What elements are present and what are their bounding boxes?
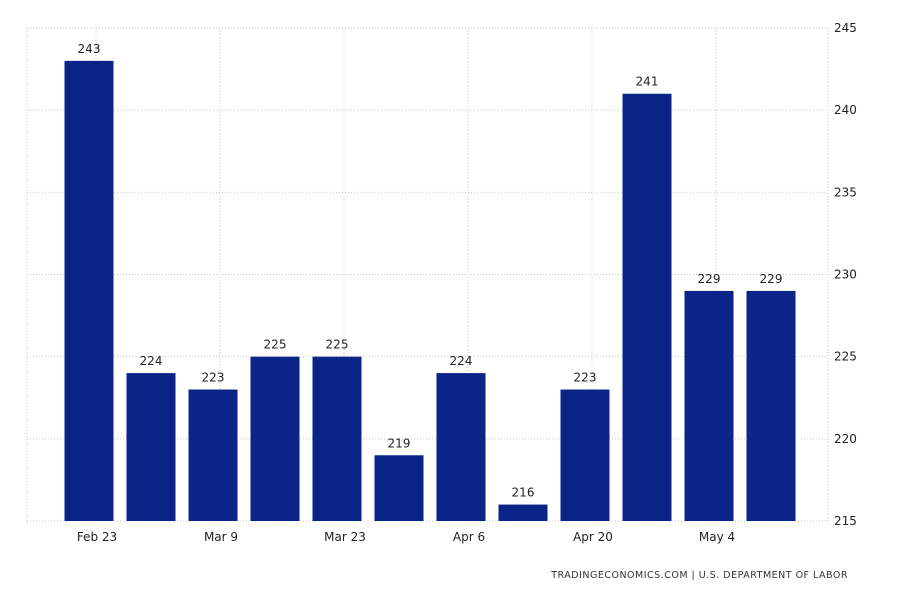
y-tick-label: 230: [834, 268, 857, 282]
data-label: 219: [388, 436, 411, 450]
bar: [622, 93, 672, 521]
bar: [64, 60, 114, 521]
data-label: 229: [760, 272, 783, 286]
source-credit: TRADINGECONOMICS.COM | U.S. DEPARTMENT O…: [551, 570, 848, 581]
data-label: 216: [512, 486, 535, 500]
y-tick-label: 245: [834, 21, 857, 35]
data-labels: 243 224 223 225 225 219 224 216 223 241 229 229: [78, 42, 783, 500]
bar: [684, 290, 734, 521]
data-label: 225: [264, 338, 287, 352]
x-tick-label: Feb 23: [77, 530, 117, 544]
y-tick-label: 225: [834, 350, 857, 364]
data-label: 223: [574, 371, 597, 385]
data-label: 223: [202, 371, 225, 385]
x-tick-label: Apr 6: [453, 530, 485, 544]
x-axis-tick-labels: Feb 23 Mar 9 Mar 23 Apr 6 Apr 20 May 4: [77, 530, 735, 544]
y-tick-label: 215: [834, 514, 857, 528]
bar: [188, 389, 238, 521]
data-label: 225: [326, 338, 349, 352]
data-label: 229: [698, 272, 721, 286]
data-label: 241: [636, 75, 659, 89]
x-tick-label: May 4: [699, 530, 735, 544]
y-tick-label: 240: [834, 103, 857, 117]
bar: [746, 290, 796, 521]
data-label: 224: [140, 354, 163, 368]
y-axis-tick-labels: 215 220 225 230 235 240 245: [834, 21, 857, 528]
data-label: 224: [450, 354, 473, 368]
bar: [374, 455, 424, 521]
bar: [312, 356, 362, 521]
data-label: 243: [78, 42, 101, 56]
x-tick-label: Apr 20: [573, 530, 613, 544]
y-tick-label: 220: [834, 432, 857, 446]
x-tick-label: Mar 23: [324, 530, 366, 544]
x-tick-label: Mar 9: [204, 530, 238, 544]
y-tick-label: 235: [834, 185, 857, 199]
bar: [126, 373, 176, 521]
bar: [560, 389, 610, 521]
bar: [250, 356, 300, 521]
bar: [498, 504, 548, 521]
bar: [436, 373, 486, 521]
bars: [64, 60, 796, 521]
